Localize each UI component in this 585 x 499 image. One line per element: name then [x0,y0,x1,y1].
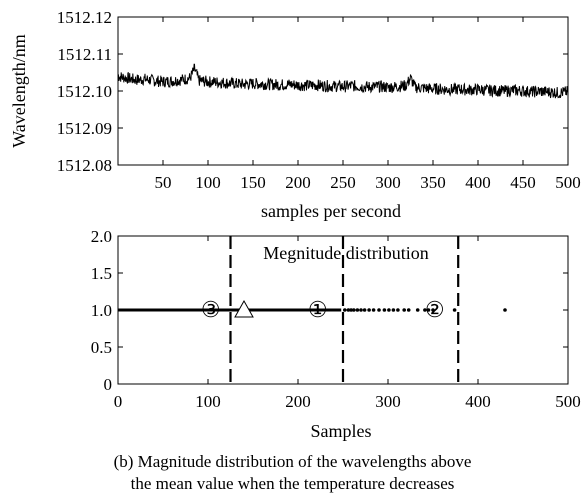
sample-point [371,308,376,312]
region-marker-label: ③ [201,297,221,322]
top-x-tick-label: 300 [375,173,401,192]
top-x-tick-label: 50 [155,173,172,192]
sample-point [343,308,347,312]
sample-point [431,308,435,312]
sample-point [346,308,351,312]
bottom-axis-ticks: 0 100 200 300 400 500 2.0 1.5 1.0 0.5 0 [91,227,581,411]
sample-point [396,308,400,312]
bottom-y-tick-label: 1.5 [91,264,112,283]
top-y-tick-label: 1512.11 [57,45,112,64]
top-x-tick-label: 400 [465,173,491,192]
bottom-x-tick-label: 300 [375,392,401,411]
bottom-y-tick-label: 0.5 [91,338,112,357]
bottom-x-tick-label: 500 [555,392,581,411]
region-marker-label: ① [308,297,328,322]
figure-caption-line-1: (b) Magnitude distribution of the wavele… [113,452,472,471]
top-y-tick-label: 1512.10 [57,82,112,101]
bottom-chart-title: Megnitude distribution [263,243,429,263]
top-x-tick-label: 500 [555,173,581,192]
top-x-tick-label: 150 [240,173,266,192]
sample-point [402,308,407,312]
bottom-y-tick-label: 1.0 [91,301,112,320]
sample-point [359,308,363,312]
sample-point [362,308,367,312]
bottom-chart: 0 100 200 300 400 500 2.0 1.5 1.0 0.5 0 Megnitude … [91,227,581,441]
top-y-axis-label: Wavelength/nm [9,34,29,148]
triangle-marker [234,299,254,318]
top-x-tick-label: 450 [510,173,536,192]
top-y-tick-label: 1512.08 [57,156,112,175]
bottom-x-tick-label: 400 [465,392,491,411]
top-x-tick-label: 250 [330,173,356,192]
sample-point [406,308,411,312]
bottom-x-axis-label: Samples [311,421,372,441]
sample-point [503,308,507,312]
top-axis-ticks: 50 100 150 200 250 300 350 400 450 500 1512.12 1512… [57,8,581,192]
figure-caption-line-2: the mean value when the temperature decr… [130,474,455,493]
sample-point [426,308,431,312]
top-x-tick-label: 100 [195,173,221,192]
region-markers: ③ ① ② [201,297,445,322]
sample-point [423,308,427,312]
sample-point [367,308,371,312]
bottom-y-tick-label: 0 [104,375,113,394]
region-marker-label: ② [425,297,445,322]
bottom-series [118,308,507,312]
sample-point [352,308,356,312]
sample-point [387,308,391,312]
top-chart: 50 100 150 200 250 300 350 400 450 500 1512.12 1512… [9,8,581,221]
top-y-tick-label: 1512.09 [57,119,112,138]
top-y-tick-label: 1512.12 [57,8,112,27]
bottom-x-tick-label: 0 [114,392,123,411]
sample-point [452,308,457,312]
top-series [117,63,569,99]
wavelength-series-line [117,63,569,99]
sample-point [391,308,396,312]
sample-point [355,308,360,312]
sample-point [382,308,387,312]
bottom-x-tick-label: 200 [285,392,311,411]
top-x-tick-label: 350 [420,173,446,192]
bottom-x-tick-label: 100 [195,392,221,411]
sample-point [415,308,420,312]
top-x-axis-label: samples per second [261,201,401,221]
region-boundaries [229,236,460,384]
bottom-y-tick-label: 2.0 [91,227,112,246]
top-x-tick-label: 200 [285,173,311,192]
sample-point [349,308,353,312]
sample-point [377,308,381,312]
